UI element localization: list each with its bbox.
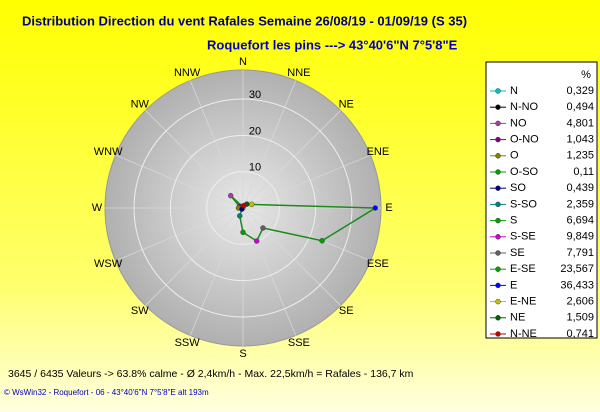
legend-marker — [495, 136, 501, 143]
legend-value: 1,509 — [566, 312, 594, 324]
spoke — [189, 207, 244, 336]
compass-label: NE — [339, 99, 354, 111]
legend-value: 9,849 — [566, 231, 594, 243]
legend-label: S-SO — [510, 198, 537, 210]
legend-value: 1,235 — [566, 150, 594, 162]
legend-marker — [495, 250, 501, 256]
legend-label: NO — [510, 117, 527, 129]
legend-value: 0,439 — [566, 182, 594, 194]
compass-label: N — [239, 56, 247, 68]
legend-marker — [495, 88, 501, 94]
compass-label: S — [239, 348, 246, 360]
compass-label: NNE — [287, 67, 310, 79]
spoke — [145, 110, 244, 209]
legend-marker — [495, 104, 501, 110]
legend-header: % — [581, 69, 591, 81]
legend-value: 36,433 — [560, 279, 594, 291]
spoke — [115, 154, 244, 209]
legend-marker — [495, 120, 501, 127]
radar-point — [248, 201, 255, 208]
legend-value: 0,494 — [566, 101, 594, 113]
spoke — [242, 110, 341, 209]
legend-box — [485, 61, 598, 339]
radar-point — [372, 205, 379, 211]
compass-label: E — [385, 202, 392, 214]
legend-marker — [495, 282, 501, 289]
compass-label: SSW — [175, 337, 201, 349]
spoke — [242, 207, 297, 336]
legend-label: O-SO — [510, 166, 539, 178]
radar-point — [319, 238, 325, 244]
legend-value: 0,11 — [573, 166, 594, 178]
legend-label: E-SE — [510, 263, 536, 275]
footer: 3645 / 6435 Valeurs -> 63.8% calme - Ø 2… — [8, 368, 414, 380]
compass-label: WNW — [94, 146, 123, 158]
legend-label: N — [510, 85, 518, 97]
legend-marker — [495, 169, 501, 175]
grid-ring — [169, 134, 317, 282]
radar-point — [241, 202, 247, 209]
chart-subtitle: Roquefort les pins ---> 43°40'6"N 7°5'8"… — [207, 37, 458, 52]
legend-marker — [495, 331, 501, 337]
legend-value: 6,694 — [566, 215, 594, 227]
legend-label: E — [510, 279, 517, 291]
chart-title: Distribution Direction du vent Rafales S… — [22, 13, 467, 28]
compass-label: NW — [131, 99, 150, 111]
legend-label: S-SE — [510, 231, 536, 243]
compass-label: WSW — [94, 258, 123, 270]
legend-value: 2,606 — [566, 296, 594, 308]
compass-label: W — [92, 202, 103, 214]
compass-label: ENE — [367, 146, 390, 158]
legend-value: 2,359 — [566, 198, 594, 210]
compass-label: ESE — [367, 258, 389, 270]
spoke — [242, 80, 297, 209]
spoke — [115, 207, 244, 262]
grid-ring — [206, 171, 280, 245]
legend-label: N-NO — [510, 101, 539, 113]
legend-marker — [495, 234, 501, 240]
spoke — [242, 207, 341, 306]
r-tick-label: 20 — [249, 125, 261, 137]
spoke — [242, 154, 371, 209]
spoke — [145, 207, 244, 306]
r-tick-label: 30 — [249, 89, 261, 101]
compass-label: NNW — [174, 67, 201, 79]
legend-label: NE — [510, 312, 525, 324]
legend-value: 0,329 — [566, 85, 594, 97]
radar-point — [227, 192, 234, 199]
radar-point — [240, 229, 246, 236]
legend-label: SO — [510, 182, 526, 194]
legend-marker — [495, 217, 501, 224]
spoke — [189, 80, 244, 209]
legend-label: S — [510, 215, 517, 227]
legend-marker — [495, 315, 501, 321]
legend-marker — [495, 298, 501, 305]
compass-label: SE — [339, 305, 354, 317]
compass-label: SW — [131, 305, 149, 317]
radar-point — [236, 213, 243, 219]
legend-marker — [495, 266, 501, 272]
legend-value: 7,791 — [566, 247, 594, 259]
spoke — [242, 207, 371, 262]
compass-label: SSE — [288, 337, 310, 349]
legend-marker — [495, 201, 501, 208]
legend-label: N-NE — [510, 328, 537, 340]
legend-label: O-NO — [510, 134, 539, 146]
legend-value: 0,741 — [566, 328, 594, 340]
radar-point — [253, 238, 260, 244]
legend-label: E-NE — [510, 296, 536, 308]
radar-point — [260, 225, 266, 231]
legend-value: 1,043 — [566, 134, 594, 146]
legend-marker — [495, 153, 501, 159]
legend-label: O — [510, 150, 519, 162]
legend-value: 23,567 — [560, 263, 594, 275]
r-tick-label: 10 — [249, 162, 261, 174]
legend-marker — [495, 185, 501, 191]
legend-label: SE — [510, 247, 525, 259]
credit: © WsWin32 - Roquefort - 06 - 43°40'6"N 7… — [4, 388, 209, 397]
legend-value: 4,801 — [566, 117, 594, 129]
